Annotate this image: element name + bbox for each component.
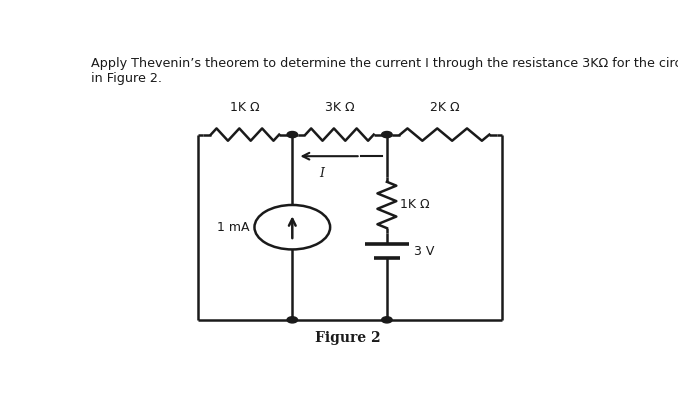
Text: 1 mA: 1 mA (217, 221, 250, 234)
Text: 1K Ω: 1K Ω (231, 101, 260, 113)
Text: Apply Thevenin’s theorem to determine the current I through the resistance 3KΩ f: Apply Thevenin’s theorem to determine th… (91, 57, 678, 85)
Text: 1K Ω: 1K Ω (400, 198, 430, 211)
Circle shape (382, 317, 392, 323)
Text: Figure 2: Figure 2 (315, 330, 380, 344)
Text: 2K Ω: 2K Ω (430, 101, 460, 113)
Text: 3 V: 3 V (414, 245, 435, 258)
Circle shape (287, 317, 298, 323)
Circle shape (287, 132, 298, 138)
Circle shape (382, 132, 392, 138)
Text: I: I (319, 167, 323, 180)
Text: 3K Ω: 3K Ω (325, 101, 355, 113)
